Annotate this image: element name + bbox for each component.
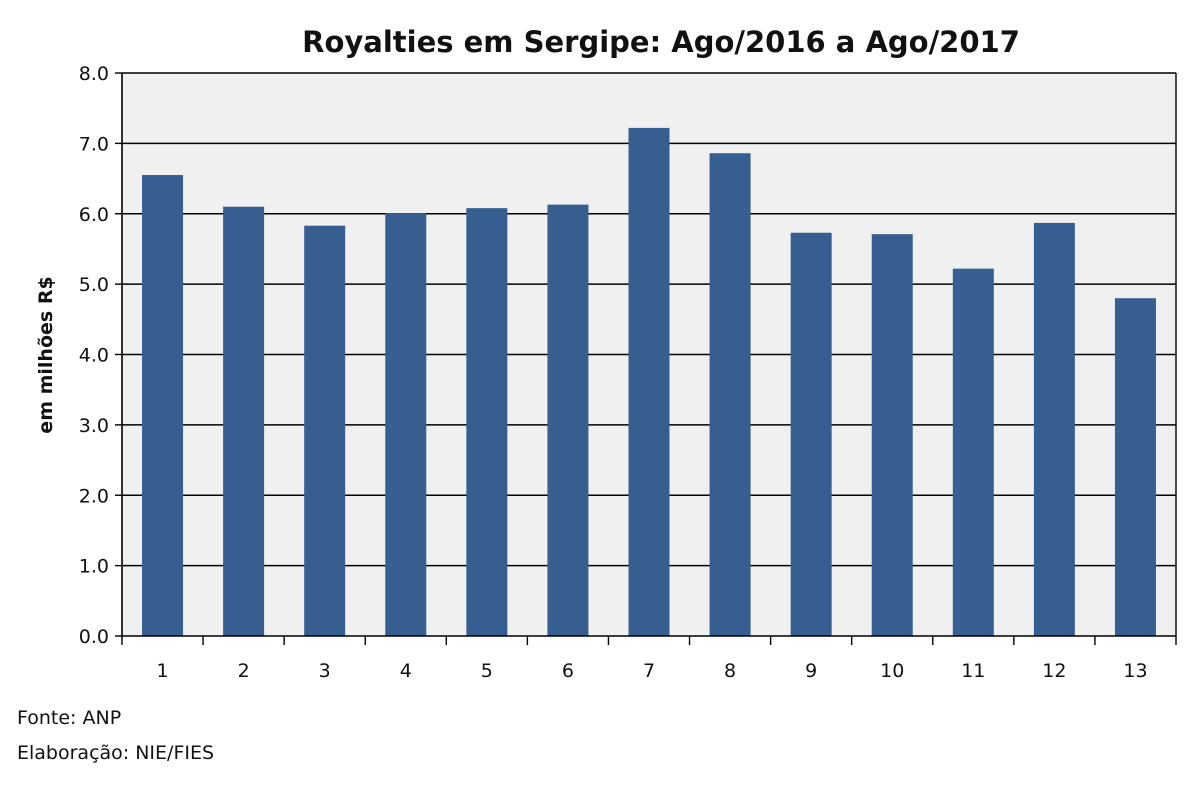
y-tick-label: 7.0 <box>79 133 109 155</box>
x-tick-label: 8 <box>724 660 736 682</box>
bar <box>547 204 589 636</box>
y-tick-label: 5.0 <box>79 274 109 296</box>
y-tick-label: 1.0 <box>79 556 109 578</box>
x-tick-label: 5 <box>481 660 493 682</box>
x-tick-label: 7 <box>643 660 655 682</box>
y-tick-label: 8.0 <box>79 63 109 85</box>
y-tick-label: 3.0 <box>79 415 109 437</box>
x-tick-label: 1 <box>156 660 168 682</box>
bar <box>709 153 751 637</box>
bar <box>385 213 427 636</box>
bar <box>952 268 994 636</box>
x-tick-label: 13 <box>1123 660 1147 682</box>
x-tick-labels: 1 2 3 4 5 6 7 8 9 10 11 12 13 <box>156 660 1147 682</box>
bars <box>142 127 1156 637</box>
bar <box>790 232 832 636</box>
y-axis-label: em milhões R$ <box>35 276 57 433</box>
x-tick-label: 9 <box>805 660 817 682</box>
bar <box>628 127 670 636</box>
y-tick-label: 0.0 <box>79 626 109 648</box>
bar <box>1033 222 1075 636</box>
bar <box>142 175 184 636</box>
y-tick-label: 2.0 <box>79 485 109 507</box>
bar <box>466 208 508 636</box>
source-note: Fonte: ANP <box>17 707 122 729</box>
x-tick-label: 11 <box>961 660 985 682</box>
x-tick-label: 12 <box>1042 660 1066 682</box>
y-tick-labels: 0.0 1.0 2.0 3.0 4.0 5.0 6.0 7.0 8.0 <box>79 63 109 648</box>
y-tick-label: 4.0 <box>79 345 109 367</box>
y-tick-label: 6.0 <box>79 204 109 226</box>
chart-title: Royalties em Sergipe: Ago/2016 a Ago/201… <box>302 25 1020 59</box>
x-tick-label: 10 <box>880 660 904 682</box>
bar <box>304 225 346 636</box>
x-tick-label: 4 <box>400 660 412 682</box>
axes <box>115 72 1177 645</box>
bar <box>223 206 265 636</box>
credit-note: Elaboração: NIE/FIES <box>17 742 215 764</box>
bar <box>1114 298 1156 636</box>
bar <box>871 234 913 636</box>
x-tick-label: 6 <box>562 660 574 682</box>
bar-chart: Royalties em Sergipe: Ago/2016 a Ago/201… <box>35 25 1177 682</box>
x-tick-label: 3 <box>319 660 331 682</box>
x-tick-label: 2 <box>238 660 250 682</box>
